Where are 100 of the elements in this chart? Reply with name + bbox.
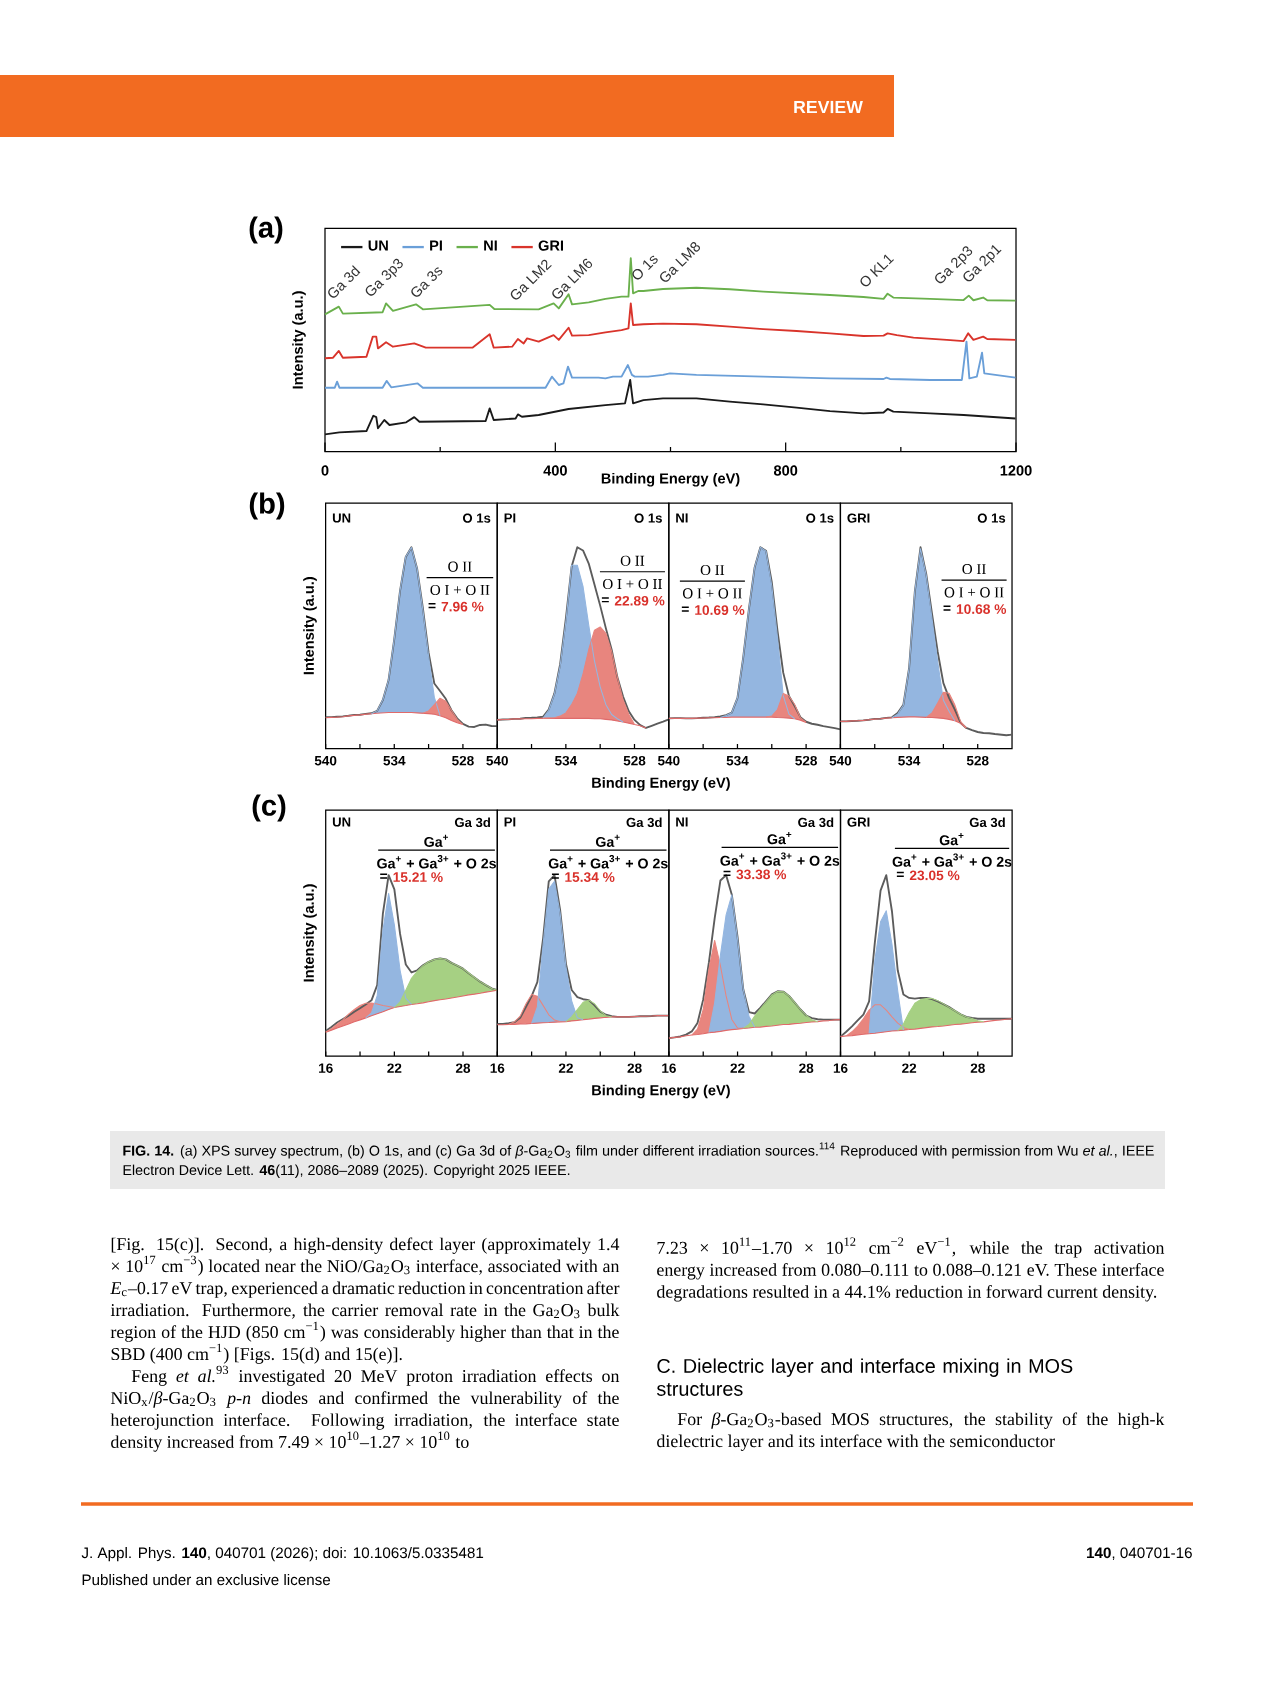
- x-tick-label: 22: [387, 1063, 402, 1073]
- text: O 1s: [806, 513, 834, 523]
- x-tick-label: 540: [829, 755, 852, 766]
- x-tick-label: 540: [657, 755, 680, 766]
- legend-label: GRI: [538, 240, 564, 251]
- text: J. Appl. Phys. 140, 040701 (2026); doi: 10.1063/5.0335481: [81, 1547, 484, 1562]
- y-axis-title: Intensity (a.u.): [303, 577, 317, 675]
- legend-label: NI: [484, 240, 497, 251]
- annotation: O II: [620, 555, 645, 566]
- annotation: Ga 3s: [411, 267, 443, 297]
- x-tick-label: 534: [554, 755, 578, 766]
- text: Ga 3d: [626, 817, 662, 828]
- text: (c): [252, 794, 286, 822]
- text: Ga$^{+}$ + Ga$^{3+}$ + O 2s: [892, 853, 1012, 867]
- text: Ga$^{+}$ + Ga$^{3+}$ + O 2s: [720, 852, 840, 866]
- text: For β-Ga$_{2}$O$_{3}$-based MOS structures, the stability of the high-k dielectric layer and its interface with the semiconductor: [657, 1412, 1165, 1451]
- legend-label: PI: [430, 240, 442, 251]
- x-tick-label: 28: [799, 1063, 814, 1073]
- annotation: 7.96 %: [441, 601, 484, 612]
- text: (b): [249, 492, 285, 520]
- chart-title: UN: [332, 817, 351, 827]
- x-tick-label: 528: [452, 755, 474, 766]
- chart-title: GRI: [847, 817, 870, 827]
- annotation: =: [380, 873, 388, 879]
- chart-title: PI: [504, 513, 516, 523]
- annotation: O I + O II: [430, 584, 490, 595]
- annotation: O I + O II: [603, 579, 662, 590]
- annotation: =: [601, 597, 609, 603]
- annotation: Ga 3p3: [365, 258, 403, 296]
- x-tick-label: 22: [902, 1063, 917, 1073]
- chart-title: NI: [676, 817, 688, 827]
- text: Ga 3d: [798, 817, 834, 828]
- text: 7.23 × 10$^{11}$–1.70 × 10$^{12}$ cm$^{−2}$ eV$^{−1}$, while the trap activation energy increased from 0.080–0.111 to 0.088–0.121 eV. These interface degradations resulted in a 44.1% reduction in forward current density.: [657, 1237, 1165, 1302]
- x-tick-label: 22: [558, 1063, 573, 1073]
- annotation: O II: [448, 561, 472, 572]
- annotation: O KL1: [860, 254, 894, 287]
- annotation: 22.89 %: [614, 595, 665, 606]
- annotation: 10.69 %: [695, 605, 745, 615]
- x-axis-title: Binding Energy (eV): [601, 472, 740, 487]
- x-tick-label: 534: [898, 755, 921, 766]
- x-tick-label: 528: [623, 755, 646, 766]
- annotation: =: [723, 870, 731, 877]
- x-tick-label: 1200: [1000, 465, 1032, 476]
- text: (a): [249, 216, 283, 244]
- legend-label: UN: [368, 240, 388, 251]
- x-tick-label: 16: [833, 1063, 848, 1073]
- text: FIG. 14. (a) XPS survey spectrum, (b) O 1s, and (c) Ga 3d of β-Ga$_{2}$O$_{3}$ film under different irradiation sources.$^{114}$ Reproduced with permission from Wu et al., IEEE Electron Device Lett. 46(11), 2086–2089 (2025). Copyright 2025 IEEE.: [123, 1142, 1154, 1178]
- x-axis-title: Binding Energy (eV): [592, 1084, 730, 1099]
- x-tick-label: 540: [314, 755, 337, 766]
- chart-title: UN: [332, 513, 351, 523]
- text: [Fig. 15(c)]. Second, a high-density defect layer (approximately 1.4 × 10$^{17}$ cm$^{−3}$) located near the NiO/Ga$_{2}$O$_{3}$ interface, associated with an E$_{c}$–0.17 eV trap, experienced a dramatic reduction in concentration after irradiation. Furthermore, the carrier removal rate in the Ga$_{2}$O$_{3}$ bulk region of the HJD (850 cm$^{−1}$) was considerably higher than that in the SBD (400 cm$^{−1}$) [Figs. 15(d) and 15(e)].: [110, 1237, 620, 1364]
- text: Ga$^{+}$ + Ga$^{3+}$ + O 2s: [548, 855, 668, 869]
- text: Ga$^{+}$: [767, 831, 792, 845]
- annotation: =: [428, 603, 436, 609]
- x-tick-label: 0: [321, 465, 329, 476]
- annotation: O II: [700, 565, 725, 576]
- x-tick-label: 16: [490, 1063, 505, 1073]
- annotation: 23.05 %: [909, 870, 960, 881]
- text: Feng et al.$^{93}$ investigated 20 MeV proton irradiation effects on NiO$_{x}$/β-Ga$_{2}$O$_{3}$ p-n diodes and confirmed the vulnerability of the heterojunction interface. Following irradiation, the interface state density increased from 7.49 × 10$^{10}$–1.27 × 10$^{10}$ to: [110, 1365, 620, 1452]
- x-tick-label: 534: [383, 755, 406, 766]
- annotation: =: [943, 605, 951, 611]
- x-tick-label: 528: [966, 755, 989, 766]
- annotation: O I + O II: [682, 588, 742, 599]
- x-tick-label: 540: [486, 755, 508, 766]
- text: REVIEW: [794, 100, 863, 114]
- annotation: 15.34 %: [565, 872, 615, 882]
- x-tick-label: 28: [455, 1063, 471, 1073]
- annotation: =: [551, 873, 559, 879]
- text: Ga$^{+}$: [424, 834, 448, 847]
- x-tick-label: 534: [726, 755, 749, 766]
- annotation: O I + O II: [944, 587, 1004, 598]
- annotation: =: [896, 871, 904, 877]
- annotation: O 1s: [632, 255, 658, 280]
- x-tick-label: 28: [970, 1063, 985, 1073]
- annotation: =: [681, 606, 689, 612]
- x-tick-label: 28: [627, 1063, 642, 1073]
- x-tick-label: 400: [543, 465, 567, 476]
- text: Ga$^{+}$: [595, 834, 620, 847]
- x-tick-label: 528: [795, 755, 817, 766]
- text: C. Dielectric layer and interface mixing in MOS structures: [656, 1358, 1073, 1396]
- annotation: Ga 3d: [328, 265, 361, 298]
- x-axis-title: Binding Energy (eV): [592, 777, 730, 791]
- text: O 1s: [977, 513, 1006, 523]
- text: 140, 040701-16: [1086, 1547, 1192, 1560]
- annotation: 10.68 %: [956, 604, 1007, 614]
- text: Ga 3d: [454, 817, 490, 828]
- y-axis-title: Intensity (a.u.): [292, 291, 306, 389]
- annotation: 15.21 %: [393, 872, 443, 882]
- text: Published under an exclusive license: [82, 1574, 331, 1586]
- x-tick-label: 800: [773, 465, 798, 476]
- x-tick-label: 22: [730, 1063, 745, 1073]
- chart-title: NI: [676, 513, 688, 523]
- chart-title: PI: [504, 817, 516, 827]
- annotation: O II: [962, 564, 986, 575]
- text: Ga 3d: [969, 817, 1005, 828]
- chart-title: GRI: [847, 513, 870, 523]
- text: Ga$^{+}$ + Ga$^{3+}$ + O 2s: [377, 855, 496, 869]
- x-tick-label: 16: [662, 1063, 676, 1073]
- text: O 1s: [634, 513, 662, 523]
- y-axis-title: Intensity (a.u.): [303, 884, 317, 982]
